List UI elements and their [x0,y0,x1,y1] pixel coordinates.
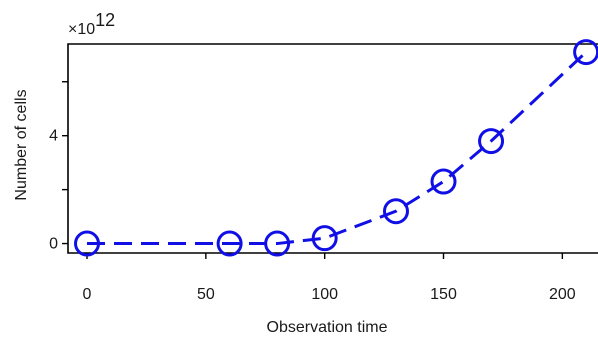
y-tick-label: 0 [49,236,58,253]
plot-area: 0 4 0 50 100 150 200 [49,39,598,303]
x-tick-label: 0 [83,286,92,303]
x-tick-label: 100 [311,286,338,303]
data-point [430,168,457,195]
x-tick-label: 200 [549,286,576,303]
x-tick-label: 50 [197,286,215,303]
data-point [264,230,291,257]
y-axis-label: Number of cells [13,89,30,200]
y-multiplier-label: ×1012 [68,10,115,38]
plot-frame [67,43,598,254]
series-line [87,50,588,246]
data-point [74,230,101,257]
data-point [311,225,338,252]
x-tick-label: 150 [430,286,457,303]
y-multiplier-exponent: 12 [95,10,115,30]
data-point [216,230,243,257]
y-tick-label: 4 [49,128,58,145]
data-point [382,198,409,225]
data-point [478,128,505,155]
x-axis-label: Observation time [267,319,388,336]
y-multiplier-prefix: ×10 [68,21,95,38]
